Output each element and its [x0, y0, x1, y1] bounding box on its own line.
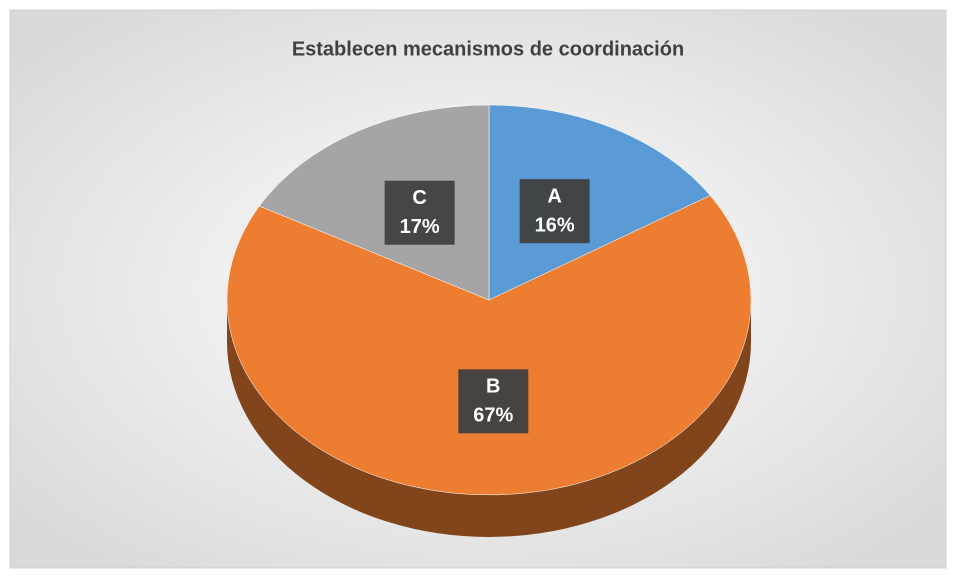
data-label-value: 67% — [473, 405, 513, 427]
pie — [226, 104, 752, 537]
data-label-value: 17% — [400, 216, 440, 238]
data-label-box — [384, 180, 455, 245]
slice — [226, 195, 752, 496]
data-labels: A 16% B 67% C 17% — [384, 179, 590, 434]
data-label-category: C — [412, 187, 426, 209]
data-label-category: B — [486, 376, 500, 398]
slice — [488, 104, 711, 301]
data-label-box — [519, 179, 590, 244]
data-label-value: 16% — [535, 214, 575, 236]
slice-side — [227, 300, 751, 537]
data-label-category: A — [547, 185, 561, 207]
data-label-box — [458, 369, 529, 434]
slice — [259, 104, 490, 301]
chart-title: Establecen mecanismos de coordinación — [292, 38, 684, 60]
